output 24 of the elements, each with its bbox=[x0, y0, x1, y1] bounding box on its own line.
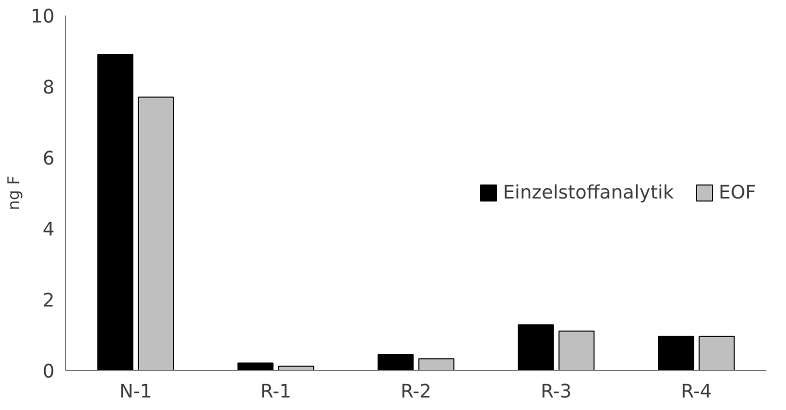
bar bbox=[418, 358, 454, 370]
legend-label: EOF bbox=[718, 182, 756, 203]
bar bbox=[237, 362, 274, 370]
x-tick-label: R-2 bbox=[400, 382, 432, 402]
bar bbox=[558, 330, 595, 370]
bar bbox=[658, 336, 694, 370]
x-tick-label: R-1 bbox=[260, 382, 292, 402]
bar bbox=[378, 354, 414, 370]
y-tick-label: 6 bbox=[42, 148, 55, 170]
bar bbox=[278, 366, 314, 370]
bar bbox=[138, 96, 174, 370]
y-axis-title: ng F bbox=[4, 176, 23, 210]
bar bbox=[518, 324, 554, 370]
x-tick-label: N-1 bbox=[119, 382, 152, 402]
x-tick-label: R-3 bbox=[540, 382, 572, 402]
bar bbox=[698, 336, 735, 370]
legend-label: Einzelstoffanalytik bbox=[503, 182, 674, 203]
y-tick-label: 2 bbox=[42, 290, 55, 312]
y-tick-label: 8 bbox=[42, 78, 55, 98]
y-tick-label: 0 bbox=[42, 362, 55, 382]
y-tick-label: 4 bbox=[42, 220, 55, 240]
bar bbox=[97, 54, 134, 370]
x-tick-label: R-4 bbox=[680, 382, 712, 402]
y-tick-label: 10 bbox=[30, 6, 55, 28]
